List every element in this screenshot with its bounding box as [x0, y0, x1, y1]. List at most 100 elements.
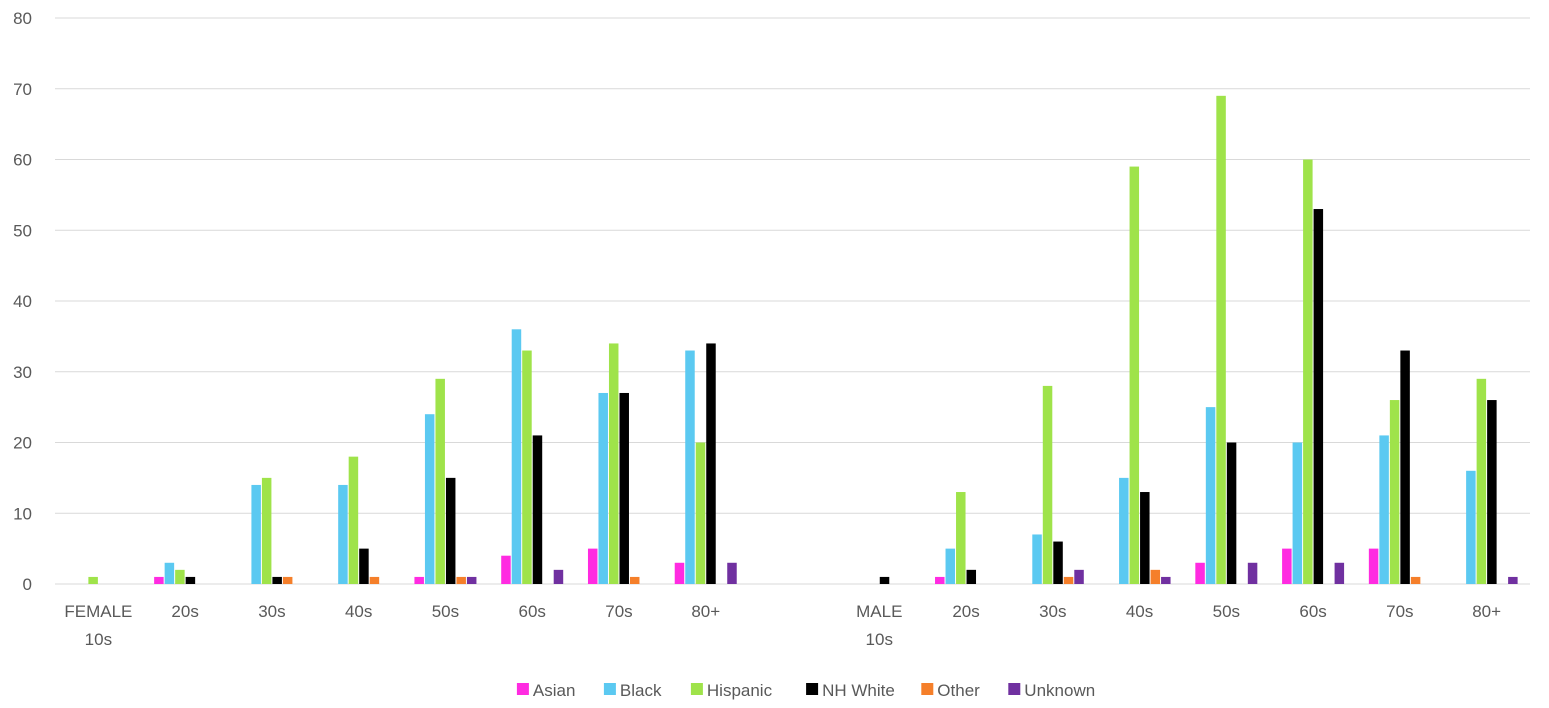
bar-nh-white: [966, 569, 977, 584]
bar-unknown: [553, 569, 564, 584]
bar-unknown: [727, 562, 737, 584]
bar-nh-white: [445, 477, 456, 584]
legend-label: Unknown: [1024, 681, 1095, 700]
bar-asian: [154, 576, 164, 584]
bar-asian: [1368, 548, 1379, 584]
bar-black: [1379, 435, 1389, 584]
bar-nh-white: [1053, 541, 1063, 584]
bar-hispanic: [1042, 385, 1053, 584]
bar-nh-white: [359, 548, 369, 584]
legend-swatch-other: [921, 683, 934, 695]
bar-nh-white: [706, 343, 716, 584]
x-tick-label: 70s: [605, 602, 632, 621]
legend-label: Hispanic: [707, 681, 773, 700]
bar-black: [511, 329, 522, 584]
y-tick-label: 80: [13, 9, 32, 28]
y-tick-label: 60: [13, 151, 32, 170]
bar-asian: [414, 576, 424, 584]
x-tick-label: 60s: [1299, 602, 1326, 621]
bar-other: [369, 576, 380, 584]
bar-nh-white: [1487, 400, 1497, 584]
x-tick-label: 40s: [1126, 602, 1153, 621]
bar-hispanic: [261, 477, 272, 584]
x-tick-label: 40s: [345, 602, 372, 621]
y-axis: 0 10 20 30 40 50 60 70 80: [13, 9, 32, 594]
x-tick-label: 10s: [85, 630, 112, 649]
bar-black: [424, 414, 435, 584]
bar-other: [282, 576, 293, 584]
y-tick-label: 50: [13, 221, 32, 240]
legend-swatch-asian: [516, 683, 529, 695]
bar-nh-white: [272, 576, 282, 584]
x-tick-label: 20s: [952, 602, 979, 621]
bar-hispanic: [956, 492, 966, 584]
legend-label: NH White: [822, 681, 895, 700]
bar-asian: [501, 555, 511, 584]
bar-black: [945, 548, 956, 584]
bar-other: [1063, 576, 1074, 584]
legend: Asian Black Hispanic NH White Other Unknown: [516, 681, 1095, 700]
bar-other: [629, 576, 640, 584]
x-tick-label: FEMALE: [64, 602, 132, 621]
bar-asian: [935, 576, 945, 584]
bar-black: [164, 562, 175, 584]
bar-black: [251, 484, 261, 584]
x-tick-label: MALE: [856, 602, 902, 621]
x-tick-label: 60s: [518, 602, 545, 621]
legend-swatch-unknown: [1008, 683, 1021, 695]
legend-label: Asian: [533, 681, 576, 700]
bar-nh-white: [619, 392, 629, 584]
legend-label: Black: [620, 681, 662, 700]
bar-unknown: [466, 576, 477, 584]
bar-nh-white: [1226, 442, 1237, 584]
x-tick-label: 30s: [1039, 602, 1066, 621]
bar-unknown: [1161, 576, 1171, 584]
bar-other: [1150, 569, 1161, 584]
bar-other: [456, 576, 466, 584]
bar-nh-white: [532, 435, 543, 584]
bar-hispanic: [348, 456, 359, 584]
bar-asian: [674, 562, 685, 584]
bar-hispanic: [1476, 378, 1487, 584]
bar-hispanic: [435, 378, 445, 584]
x-tick-label: 80+: [691, 602, 720, 621]
bar-black: [685, 350, 695, 584]
bar-nh-white: [1313, 209, 1324, 584]
x-axis: FEMALE 10s 20s 30s 40s 50s 60s 70s 80+ MALE 10s 20s…: [64, 602, 1501, 649]
legend-swatch-black: [603, 683, 616, 695]
bar-hispanic: [695, 442, 706, 584]
bar-unknown: [1508, 576, 1518, 584]
x-tick-label: 50s: [1213, 602, 1240, 621]
bars: [88, 95, 1518, 584]
y-tick-label: 70: [13, 80, 32, 99]
x-tick-label: 20s: [171, 602, 198, 621]
bar-unknown: [1247, 562, 1258, 584]
x-tick-label: 70s: [1386, 602, 1413, 621]
x-tick-label: 80+: [1472, 602, 1501, 621]
bar-hispanic: [608, 343, 619, 584]
legend-swatch-nh-white: [806, 683, 819, 695]
bar-hispanic: [1216, 95, 1226, 584]
bar-black: [1032, 534, 1042, 584]
x-tick-label: 50s: [432, 602, 459, 621]
bar-hispanic: [1129, 166, 1140, 584]
y-tick-label: 30: [13, 363, 32, 382]
gridlines: [55, 17, 1530, 585]
bar-hispanic: [175, 569, 185, 584]
bar-hispanic: [88, 576, 98, 584]
x-tick-label: 10s: [866, 630, 893, 649]
bar-asian: [587, 548, 598, 584]
bar-black: [1205, 407, 1216, 584]
y-tick-label: 40: [13, 292, 32, 311]
bar-black: [338, 484, 348, 584]
y-tick-label: 20: [13, 434, 32, 453]
bar-black: [1466, 470, 1476, 584]
bar-black: [598, 392, 608, 584]
bar-hispanic: [522, 350, 532, 584]
bar-hispanic: [1389, 400, 1400, 584]
legend-label: Other: [937, 681, 980, 700]
bar-nh-white: [185, 576, 196, 584]
bar-nh-white: [1140, 492, 1150, 584]
bar-black: [1119, 477, 1129, 584]
